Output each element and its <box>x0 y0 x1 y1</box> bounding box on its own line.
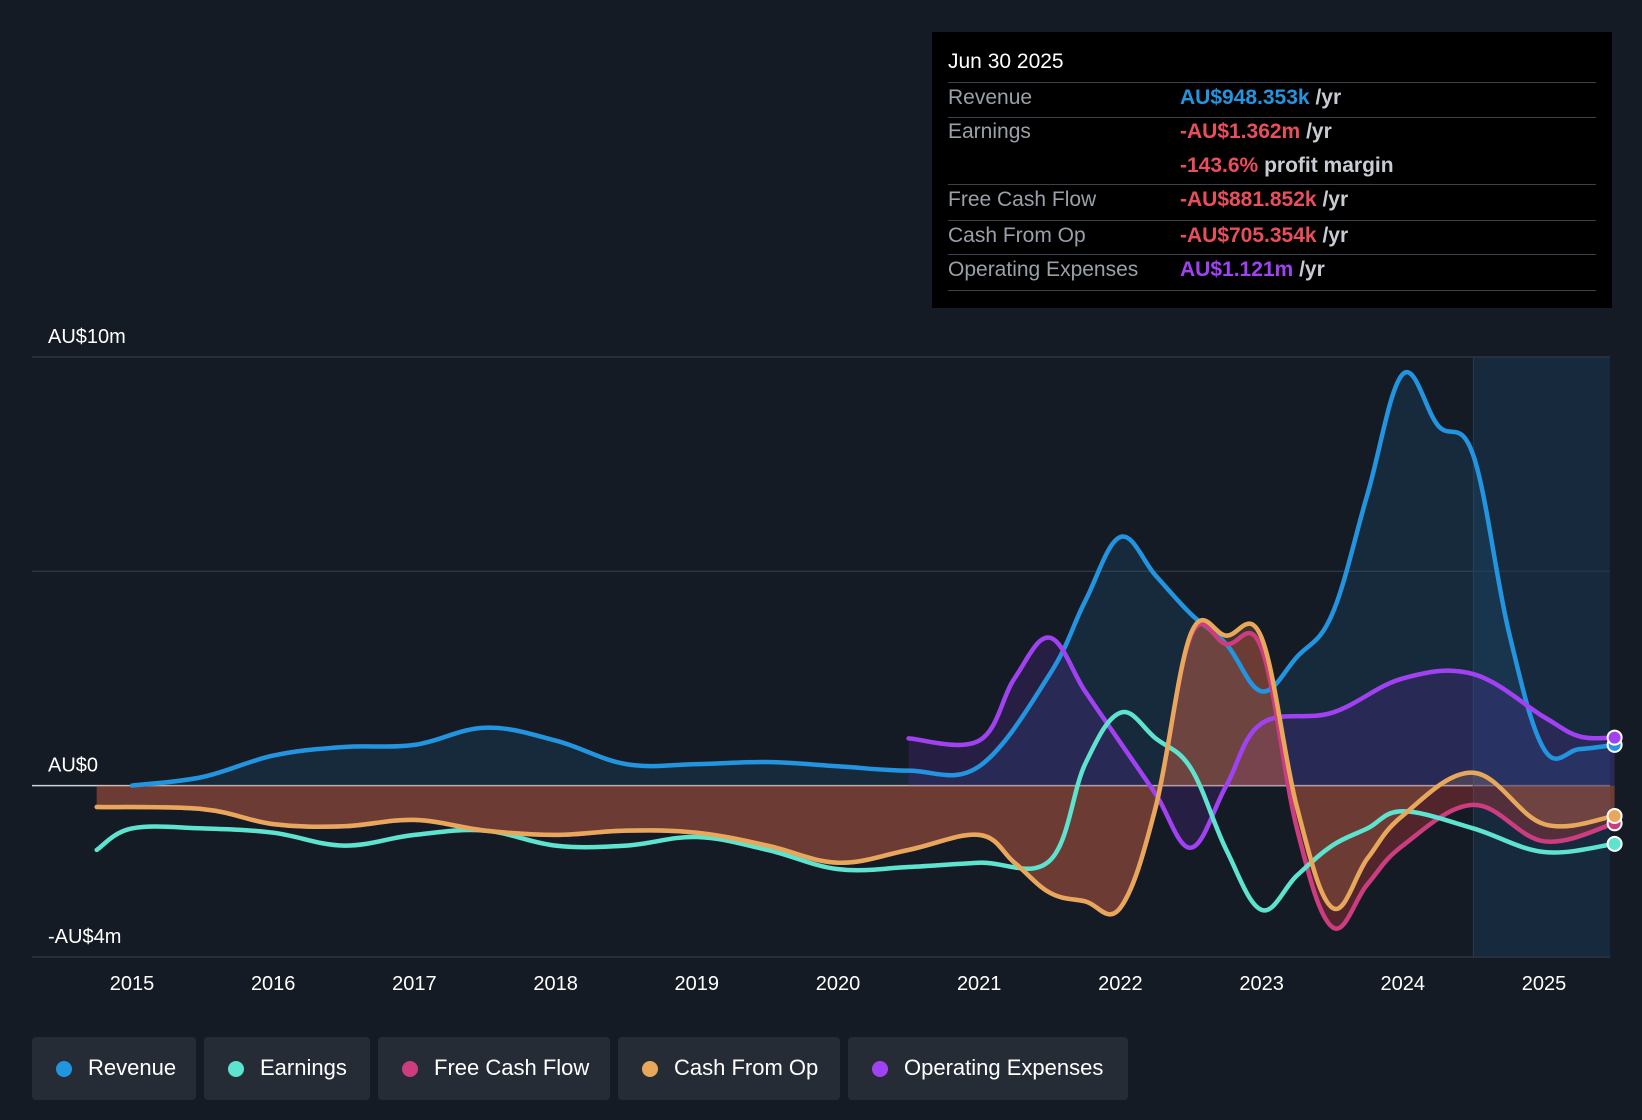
x-tick-label: 2017 <box>392 973 437 995</box>
revenue-dot-icon <box>56 1061 72 1077</box>
revenue-line <box>129 369 1617 788</box>
opex-area <box>908 637 1615 848</box>
divider <box>948 254 1596 255</box>
opex-dot-icon <box>872 1061 888 1077</box>
margin-value: -143.6% profit margin <box>1180 154 1394 177</box>
x-tick-label: 2015 <box>110 973 155 995</box>
earnings-dot-icon <box>228 1061 244 1077</box>
x-axis-labels: 2015 2016 2017 2018 2019 2020 2021 2022 2023 2024… <box>110 973 1567 995</box>
series-areas <box>96 372 1615 929</box>
cfo-area <box>96 620 1615 915</box>
legend-label: Cash From Op <box>674 1055 819 1080</box>
legend-label: Earnings <box>260 1055 347 1080</box>
earnings-line <box>94 709 1617 913</box>
x-tick-label: 2025 <box>1522 973 1567 995</box>
cfo-endpoint <box>1606 808 1623 824</box>
cfo-dot-icon <box>642 1061 658 1077</box>
forecast-shade <box>1472 357 1610 957</box>
earnings-value: -AU$1.362m /yr <box>1180 120 1332 143</box>
opex-value: AU$1.121m /yr <box>1180 258 1325 281</box>
x-tick-label: 2022 <box>1098 973 1143 995</box>
legend-label: Operating Expenses <box>904 1055 1104 1080</box>
legend-earnings[interactable]: Earnings <box>204 1037 370 1100</box>
tooltip-date: Jun 30 2025 <box>948 50 1064 73</box>
x-tick-label: 2018 <box>533 973 578 995</box>
x-tick-label: 2020 <box>816 973 861 995</box>
revenue-label: Revenue <box>948 86 1033 109</box>
fcf-value: -AU$881.852k /yr <box>1180 188 1349 211</box>
divider <box>948 82 1596 83</box>
earnings-label: Earnings <box>948 120 1031 143</box>
legend-label: Free Cash Flow <box>434 1055 590 1080</box>
cfo-label: Cash From Op <box>948 224 1086 247</box>
earnings-endpoint <box>1606 835 1623 852</box>
cfo-value: -AU$705.354k /yr <box>1180 224 1349 247</box>
revenue-value: AU$948.353k /yr <box>1180 86 1342 109</box>
x-tick-label: 2024 <box>1381 973 1426 995</box>
legend-free-cash-flow[interactable]: Free Cash Flow <box>378 1037 610 1100</box>
opex-label: Operating Expenses <box>948 258 1139 281</box>
divider <box>948 184 1596 185</box>
fcf-dot-icon <box>402 1061 418 1077</box>
fcf-label: Free Cash Flow <box>948 188 1097 211</box>
divider <box>948 117 1596 118</box>
legend-cash-from-op[interactable]: Cash From Op <box>618 1037 840 1100</box>
y-tick-label: AU$10m <box>48 326 126 348</box>
divider <box>948 220 1596 221</box>
fcf-area <box>96 624 1615 929</box>
revenue-area <box>132 372 1615 786</box>
legend-label: Revenue <box>88 1055 177 1080</box>
opex-endpoint <box>1606 729 1623 746</box>
series-endpoints <box>1606 729 1623 852</box>
cfo-line <box>94 617 1617 917</box>
legend-operating-expenses[interactable]: Operating Expenses <box>848 1037 1128 1100</box>
divider <box>948 290 1596 291</box>
y-tick-label: -AU$4m <box>48 926 121 948</box>
tooltip: Jun 30 2025 Revenue AU$948.353k /yr Earn… <box>932 32 1612 308</box>
forecast-region <box>1473 357 1610 957</box>
legend-revenue[interactable]: Revenue <box>32 1037 196 1100</box>
series-lines <box>94 369 1617 931</box>
x-tick-label: 2016 <box>251 973 296 995</box>
x-tick-label: 2021 <box>957 973 1002 995</box>
x-tick-label: 2019 <box>675 973 720 995</box>
x-tick-label: 2023 <box>1239 973 1284 995</box>
y-tick-label: AU$0 <box>48 755 98 777</box>
y-axis-labels: AU$10m AU$0 -AU$4m <box>48 326 126 948</box>
